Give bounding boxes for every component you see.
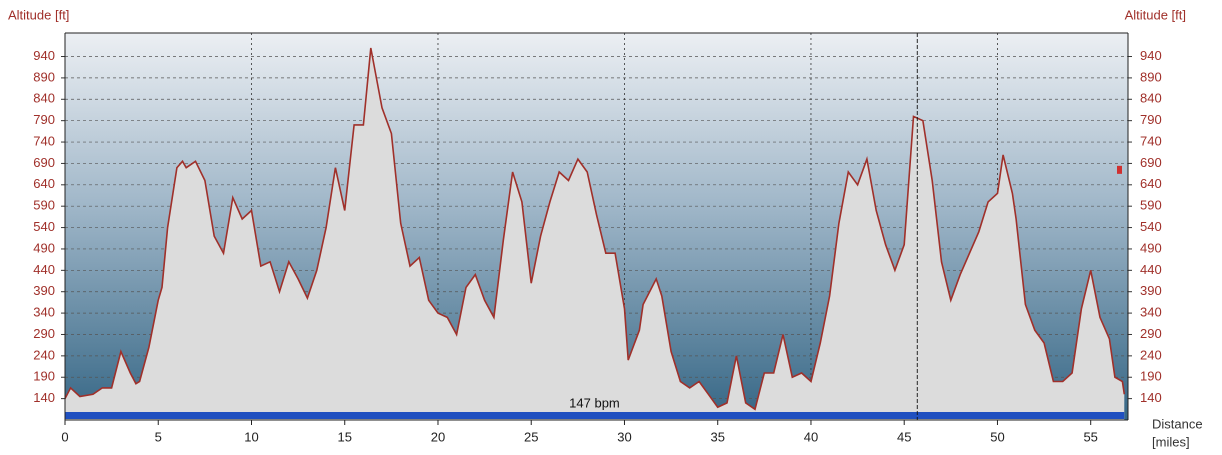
x-tick-label: 15 (338, 429, 352, 444)
y-axis-label: Altitude [ft] (8, 7, 69, 22)
x-tick-label: 30 (617, 429, 631, 444)
y-tick-label-right: 290 (1140, 326, 1162, 341)
y-tick-label: 140 (33, 390, 55, 405)
y-tick-label: 740 (33, 133, 55, 148)
y-tick-label: 390 (33, 283, 55, 298)
y-tick-label: 290 (33, 326, 55, 341)
y-tick-label-right: 740 (1140, 133, 1162, 148)
y-tick-label: 440 (33, 262, 55, 277)
y-tick-label-right: 640 (1140, 176, 1162, 191)
x-tick-label: 55 (1083, 429, 1097, 444)
y-tick-label: 490 (33, 240, 55, 255)
y-tick-label: 840 (33, 91, 55, 106)
x-tick-label: 40 (804, 429, 818, 444)
y-tick-label: 340 (33, 305, 55, 320)
y-tick-label-right: 790 (1140, 112, 1162, 127)
y-tick-label-right: 940 (1140, 48, 1162, 63)
altitude-line (64, 47, 1126, 411)
y-tick-label-right: 390 (1140, 283, 1162, 298)
y-tick-label-right: 340 (1140, 305, 1162, 320)
y-tick-label-right: 840 (1140, 91, 1162, 106)
y-tick-label: 190 (33, 369, 55, 384)
y-tick-label-right: 690 (1140, 155, 1162, 170)
y-tick-label-right: 490 (1140, 240, 1162, 255)
y-tick-label-right: 190 (1140, 369, 1162, 384)
x-axis-label: Distance (1152, 416, 1203, 431)
x-tick-label: 45 (897, 429, 911, 444)
y-tick-label: 940 (33, 48, 55, 63)
y-tick-label: 240 (33, 347, 55, 362)
position-marker (1117, 165, 1122, 174)
y-tick-label-right: 540 (1140, 219, 1162, 234)
y-tick-label-right: 240 (1140, 347, 1162, 362)
y-tick-label: 640 (33, 176, 55, 191)
y-tick-label: 690 (33, 155, 55, 170)
y-tick-label: 790 (33, 112, 55, 127)
y-tick-label: 590 (33, 198, 55, 213)
y-tick-label-right: 140 (1140, 390, 1162, 405)
y-tick-label-right: 590 (1140, 198, 1162, 213)
heart-rate-band (65, 412, 1125, 419)
x-tick-label: 10 (244, 429, 258, 444)
x-tick-label: 35 (710, 429, 724, 444)
y-tick-label-right: 440 (1140, 262, 1162, 277)
x-tick-label: 5 (155, 429, 162, 444)
y-tick-label: 540 (33, 219, 55, 234)
x-axis-label-unit: [miles] (1152, 434, 1190, 449)
x-tick-label: 25 (524, 429, 538, 444)
heart-rate-label: 147 bpm (569, 395, 620, 410)
altitude-area (65, 48, 1125, 420)
x-tick-label: 0 (61, 429, 68, 444)
x-tick-label: 20 (431, 429, 445, 444)
x-tick-label: 50 (990, 429, 1004, 444)
y-tick-label-right: 890 (1140, 69, 1162, 84)
y-tick-label: 890 (33, 69, 55, 84)
y-axis-label-right: Altitude [ft] (1125, 7, 1186, 22)
